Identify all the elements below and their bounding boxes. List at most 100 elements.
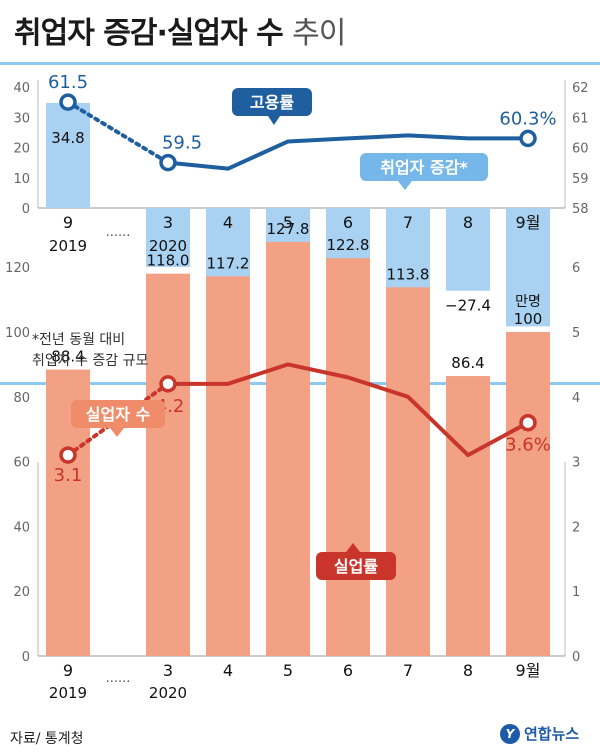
employment-change-value: −27.4 (445, 297, 491, 315)
right-axis-tick-bottom: 5 (572, 326, 580, 341)
unemployed-tag (71, 400, 165, 428)
employment-rate-value: 59.5 (162, 133, 202, 154)
note-line-1: *전년 동월 대비 (32, 332, 126, 348)
source-label: 자료/ 통계청 (10, 731, 84, 747)
employment-rate-marker (159, 153, 177, 172)
unemployed-bar (326, 258, 370, 656)
unemployed-tag-pointer (110, 428, 124, 437)
unemployed-value: 100 (514, 310, 543, 328)
right-axis-tick-top: 62 (572, 81, 589, 96)
year-label-bottom: 2019 (49, 684, 87, 702)
category-label-top: 7 (403, 213, 413, 232)
unemployment-rate-marker (59, 446, 77, 464)
right-axis-tick-bottom: 1 (572, 585, 580, 600)
employment-change-bar (46, 102, 90, 208)
title-bar (0, 62, 600, 65)
category-label-bottom: 9월 (516, 661, 541, 680)
year-label-top: 2019 (49, 237, 87, 255)
title-main: 취업자 증감·실업자 수 (14, 16, 284, 51)
employment-rate-line (167, 133, 528, 171)
left-axis-tick-top: 0 (22, 202, 30, 217)
employment-rate-tag-pointer (268, 116, 280, 125)
unemployment-rate-tag-pointer (346, 543, 360, 552)
left-axis-tick-bottom: 60 (13, 456, 30, 471)
unemployment-rate-marker (519, 413, 537, 432)
unemployed-value: 117.2 (207, 254, 250, 272)
right-axis-tick-top: 60 (572, 142, 589, 157)
title-sub: 추이 (292, 16, 346, 51)
left-axis-tick-bottom: 0 (22, 650, 30, 665)
left-axis-tick-bottom: 40 (13, 520, 30, 535)
page-title: 취업자 증감·실업자 수 추이 (14, 8, 346, 52)
category-label-top: 9월 (516, 213, 541, 232)
unit-label-bottom: 만명 (515, 294, 541, 310)
employment-rate-value: 61.5 (48, 72, 88, 93)
left-axis-tick-top: 10 (13, 172, 30, 187)
unemployed-value: 88.4 (51, 348, 84, 366)
right-axis-tick-bottom: 0 (572, 650, 580, 665)
ellipsis-top: ...... (106, 225, 131, 240)
category-label-top: 5 (283, 213, 293, 232)
unemployment-rate-tag (316, 552, 396, 580)
left-axis-tick-bottom: 120 (5, 261, 30, 276)
category-label-top: 3 (163, 213, 173, 232)
employment-change-bar (506, 208, 550, 327)
unemployed-tag-label: 실업자 수 (86, 405, 151, 424)
unemployed-value: 118.0 (147, 252, 190, 270)
unemployed-value: 122.8 (327, 236, 370, 254)
category-label-bottom: 5 (283, 661, 293, 680)
right-axis-tick-bottom: 3 (572, 456, 580, 471)
category-label-top: 8 (463, 213, 473, 232)
unemployment-rate-tag-label: 실업률 (334, 557, 378, 576)
year-label-top: 2020 (149, 237, 187, 255)
right-axis-tick-top: 61 (572, 111, 589, 126)
category-label-bottom: 8 (463, 661, 473, 680)
category-label-top: 6 (343, 213, 353, 232)
employment-rate-value: 60.3% (499, 108, 556, 129)
right-axis-tick-bottom: 6 (572, 261, 580, 276)
right-axis-tick-bottom: 2 (572, 520, 580, 535)
unemployed-bar (386, 287, 430, 656)
unemployment-rate-value: 3.1 (54, 465, 83, 486)
employment-change-bar (446, 208, 490, 291)
left-axis-tick-bottom: 100 (5, 326, 30, 341)
unemployment-rate-value: 3.6% (505, 435, 551, 456)
employment-rate-line-dotted (66, 100, 170, 165)
left-axis-tick-bottom: 80 (13, 391, 30, 406)
category-label-top: 9 (63, 213, 73, 232)
category-label-bottom: 6 (343, 661, 353, 680)
unemployed-value: 127.8 (267, 220, 310, 238)
employment-rate-marker (519, 129, 537, 148)
right-axis-tick-top: 58 (572, 202, 589, 217)
unemployed-bar (506, 332, 550, 656)
logo-icon: Y (500, 723, 520, 744)
employment-change-value: 34.8 (51, 129, 84, 147)
left-axis-tick-bottom: 20 (13, 585, 30, 600)
unemployment-rate-line (168, 362, 529, 458)
right-axis-tick-top: 59 (572, 172, 589, 187)
employment-rate-tag (232, 88, 312, 116)
ellipsis-bottom: ...... (106, 671, 131, 686)
unemployed-bar (206, 276, 250, 656)
year-label-bottom: 2020 (149, 684, 187, 702)
left-axis-tick-top: 40 (13, 81, 30, 96)
category-label-bottom: 3 (163, 661, 173, 680)
unemployment-rate-marker (159, 375, 177, 393)
category-label-bottom: 7 (403, 661, 413, 680)
left-axis-tick-top: 30 (13, 111, 30, 126)
unemployed-bar (446, 376, 490, 656)
unemployment-rate-line-dotted (66, 381, 170, 458)
logo-text: 연합뉴스 (524, 725, 580, 743)
chart-note: *전년 동월 대비 취업자 수 증감 규모 (32, 330, 148, 372)
unemployed-bar (146, 273, 190, 656)
employment-change-bar (146, 208, 190, 267)
right-axis-tick-bottom: 4 (572, 391, 580, 406)
unemployed-bar (266, 241, 310, 657)
category-label-top: 4 (223, 213, 233, 232)
employment-change-tag-label: 취업자 증감* (380, 158, 468, 177)
note-line-2: 취업자 수 증감 규모 (32, 353, 149, 369)
employment-change-tag-pointer (398, 181, 412, 190)
unemployed-value: 113.8 (387, 265, 430, 283)
